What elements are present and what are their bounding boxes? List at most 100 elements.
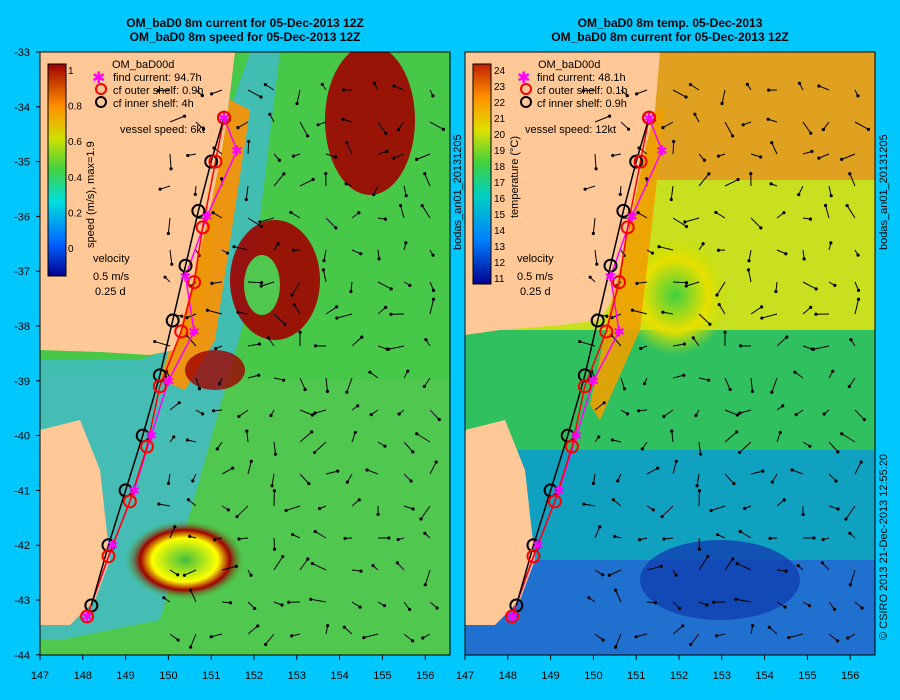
velocity-arrow-head bbox=[707, 378, 711, 382]
colorbar-tick-label: 20 bbox=[494, 130, 506, 141]
velocity-arrow-head bbox=[362, 636, 366, 640]
velocity-arrow bbox=[672, 461, 677, 475]
y-tick-label: -41 bbox=[14, 485, 30, 497]
velocity-arrow-head bbox=[313, 529, 317, 534]
velocity-arrow-head bbox=[856, 288, 861, 292]
velocity-arrow-head bbox=[173, 525, 177, 529]
velocity-arrow-head bbox=[225, 251, 230, 255]
right-vessel-speed: vessel speed: 12kt bbox=[525, 124, 616, 136]
magenta-route-marker: ✱ bbox=[180, 269, 192, 285]
velocity-arrow-head bbox=[610, 316, 614, 320]
velocity-arrow-head bbox=[662, 414, 666, 419]
velocity-arrow-head bbox=[290, 634, 294, 638]
velocity-arrow-head bbox=[368, 370, 372, 374]
velocity-arrow-head bbox=[276, 242, 280, 246]
velocity-arrow-head bbox=[210, 281, 214, 285]
velocity-arrow bbox=[247, 625, 259, 635]
velocity-arrow-head bbox=[768, 536, 772, 540]
velocity-arrow-head bbox=[639, 346, 643, 351]
velocity-arrow bbox=[692, 337, 700, 347]
velocity-arrow bbox=[325, 470, 338, 475]
velocity-arrow-head bbox=[356, 404, 360, 408]
velocity-arrow-head bbox=[213, 538, 217, 542]
velocity-arrow-head bbox=[697, 489, 701, 493]
velocity-arrow-head bbox=[411, 450, 415, 454]
velocity-arrow bbox=[190, 589, 197, 603]
velocity-arrow-head bbox=[263, 83, 268, 87]
velocity-arrow bbox=[662, 311, 674, 315]
velocity-arrow-head bbox=[382, 604, 387, 608]
velocity-arrow bbox=[609, 569, 622, 576]
velocity-arrow bbox=[312, 563, 327, 571]
right-legend-item-1: find current: 48.1h bbox=[537, 72, 626, 84]
black-route-waypoint bbox=[603, 258, 618, 273]
y-tick-label: -34 bbox=[14, 102, 30, 114]
velocity-arrow-head bbox=[282, 172, 286, 176]
velocity-arrow bbox=[273, 441, 277, 455]
velocity-arrow bbox=[247, 461, 252, 475]
velocity-arrow-head bbox=[423, 531, 427, 535]
left-vessel-speed: vessel speed: 6kt bbox=[120, 124, 205, 136]
velocity-arrow-head bbox=[280, 603, 284, 607]
velocity-arrow-head bbox=[359, 569, 363, 573]
velocity-arrow bbox=[299, 431, 313, 443]
x-tick-label: 147 bbox=[31, 670, 49, 682]
velocity-arrow bbox=[771, 142, 778, 155]
right-title-line1: OM_baD0 8m temp. 05-Dec-2013 bbox=[577, 16, 763, 30]
velocity-arrow bbox=[167, 217, 171, 234]
velocity-arrow-head bbox=[237, 414, 241, 419]
right-colorbar-label: temperature (°C) bbox=[509, 136, 521, 218]
velocity-arrow bbox=[849, 569, 856, 585]
velocity-arrow bbox=[672, 374, 684, 379]
left-velocity-arrows bbox=[153, 81, 445, 649]
velocity-arrow-head bbox=[650, 251, 655, 255]
right-routes: ✱ ✱ ✱ ✱ ✱ ✱ ✱ ✱ ✱ ✱ bbox=[505, 110, 668, 624]
velocity-arrow bbox=[849, 173, 856, 187]
velocity-arrow-head bbox=[289, 210, 293, 215]
red-route-waypoint bbox=[565, 439, 579, 454]
velocity-arrow-head bbox=[856, 297, 861, 301]
x-tick-label: 156 bbox=[416, 670, 434, 682]
velocity-arrow-head bbox=[191, 479, 195, 483]
velocity-arrow bbox=[259, 217, 275, 223]
velocity-arrow-head bbox=[360, 335, 364, 339]
velocity-arrow-head bbox=[682, 342, 686, 346]
magenta-route-marker: ✱ bbox=[588, 373, 600, 389]
velocity-arrow bbox=[739, 409, 752, 414]
velocity-arrow bbox=[261, 281, 275, 287]
y-tick-label: -44 bbox=[14, 650, 30, 662]
velocity-arrow bbox=[620, 377, 625, 389]
velocity-arrow-head bbox=[598, 525, 602, 529]
velocity-arrow-head bbox=[226, 508, 230, 512]
velocity-arrow bbox=[698, 377, 709, 381]
velocity-arrow bbox=[670, 185, 674, 200]
velocity-arrow-head bbox=[441, 127, 445, 131]
velocity-arrow bbox=[299, 121, 309, 137]
velocity-arrow bbox=[424, 569, 431, 585]
y-tick-label: -35 bbox=[14, 157, 30, 169]
velocity-arrow bbox=[828, 473, 837, 482]
velocity-arrow bbox=[188, 499, 197, 507]
velocity-arrow-head bbox=[335, 316, 339, 320]
velocity-arrow-head bbox=[635, 92, 639, 96]
velocity-arrow bbox=[285, 505, 301, 512]
velocity-arrow-head bbox=[728, 387, 732, 392]
velocity-arrow bbox=[343, 626, 353, 635]
red-route-waypoint bbox=[208, 154, 223, 169]
velocity-arrow-head bbox=[407, 607, 412, 612]
velocity-arrow-head bbox=[249, 573, 253, 577]
velocity-arrow-head bbox=[848, 172, 852, 176]
velocity-arrow-head bbox=[334, 155, 338, 159]
velocity-arrow-head bbox=[291, 248, 296, 252]
velocity-arrow bbox=[169, 249, 173, 265]
velocity-arrow-head bbox=[809, 131, 813, 135]
magenta-route-marker: ✱ bbox=[626, 208, 638, 224]
velocity-arrow-head bbox=[846, 636, 850, 640]
velocity-arrow-head bbox=[232, 245, 236, 249]
velocity-arrow-head bbox=[245, 429, 249, 433]
velocity-arrow-head bbox=[707, 172, 711, 176]
velocity-arrow-head bbox=[236, 310, 240, 314]
velocity-arrow-head bbox=[236, 125, 240, 130]
velocity-arrow-head bbox=[750, 389, 755, 393]
